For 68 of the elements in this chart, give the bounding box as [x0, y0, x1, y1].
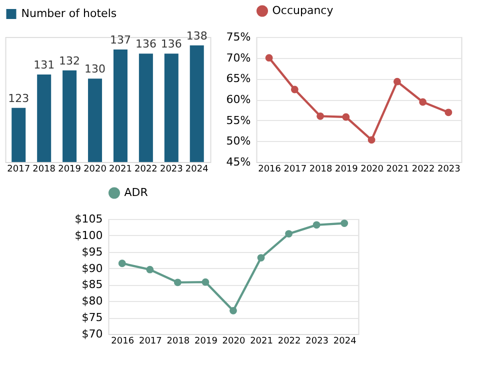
x-tick-label: 2021 — [250, 336, 273, 346]
point — [393, 78, 401, 86]
point — [419, 98, 427, 106]
point — [290, 86, 298, 94]
point — [285, 230, 293, 238]
x-tick-label: 2016 — [111, 336, 134, 346]
x-tick-label: 2019 — [334, 164, 358, 174]
point — [312, 221, 320, 229]
y-tick-label: $75 — [82, 311, 103, 324]
x-tick-label: 2017 — [138, 336, 162, 346]
x-tick-label: 2017 — [284, 164, 307, 174]
y-tick-label: 60% — [226, 93, 251, 106]
data-label: 138 — [186, 29, 208, 42]
x-tick-label: 2022 — [278, 336, 301, 346]
y-tick-label: $85 — [82, 278, 103, 292]
y-tick-label: 70% — [226, 51, 251, 64]
y-tick-label: 75% — [226, 30, 251, 44]
x-tick-label: 2019 — [194, 336, 218, 346]
data-label: 123 — [8, 92, 30, 105]
y-tick-label: $95 — [82, 245, 103, 258]
y-tick-label: 55% — [226, 114, 251, 127]
x-tick-label: 2024 — [333, 336, 357, 346]
point — [146, 266, 154, 274]
point — [444, 108, 452, 116]
x-tick-label: 2024 — [185, 164, 209, 174]
y-tick-label: $100 — [74, 228, 103, 242]
point — [342, 113, 350, 121]
legend-label: ADR — [124, 186, 148, 199]
y-tick-label: 65% — [226, 72, 251, 86]
y-tick-label: $70 — [82, 328, 103, 340]
y-tick-label: $80 — [82, 294, 103, 308]
y-tick-label: $90 — [82, 262, 103, 275]
legend-label: Occupancy — [272, 4, 334, 17]
x-tick-label: 2019 — [58, 164, 82, 174]
x-tick-label: 2020 — [360, 164, 384, 174]
point — [230, 306, 237, 314]
x-tick-label: 2017 — [7, 164, 30, 174]
x-tick-label: 2018 — [32, 164, 56, 174]
x-tick-label: 2023 — [306, 336, 329, 346]
x-tick-label: 2018 — [309, 164, 333, 174]
legend-label: Number of hotels — [21, 7, 117, 20]
x-tick-label: 2020 — [84, 164, 107, 174]
data-label: 132 — [59, 54, 80, 68]
data-label: 136 — [135, 38, 156, 51]
data-label: 137 — [110, 34, 131, 46]
point — [340, 220, 348, 227]
x-tick-label: 2021 — [109, 164, 132, 174]
x-tick-label: 2022 — [134, 164, 158, 174]
point — [265, 54, 273, 62]
y-tick-label: $105 — [74, 212, 103, 226]
x-tick-label: 2021 — [386, 164, 410, 174]
x-tick-label: 2023 — [160, 164, 183, 174]
x-tick-label: 2022 — [412, 164, 435, 174]
y-tick-label: 50% — [226, 134, 251, 148]
point — [368, 136, 376, 144]
x-tick-label: 2020 — [222, 336, 246, 346]
data-label: 136 — [160, 38, 182, 51]
point — [202, 278, 210, 286]
x-tick-label: 2016 — [258, 164, 282, 174]
point — [118, 260, 126, 268]
x-tick-label: 2023 — [437, 164, 460, 174]
point — [257, 254, 265, 262]
point — [316, 112, 324, 120]
data-label: 130 — [84, 62, 106, 76]
y-tick-label: 45% — [226, 156, 251, 168]
data-label: 131 — [34, 58, 55, 72]
point — [174, 278, 182, 286]
x-tick-label: 2018 — [166, 336, 190, 346]
